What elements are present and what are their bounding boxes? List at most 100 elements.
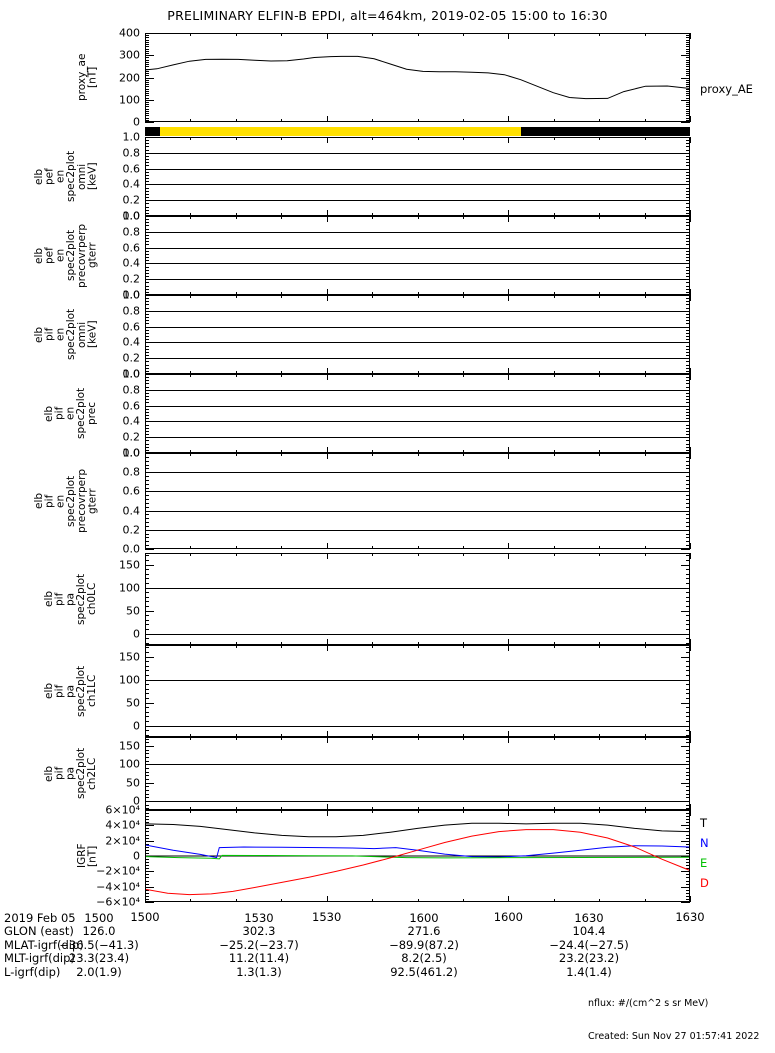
y-minor-tick [686,610,690,612]
x-major-tick [508,295,510,301]
x-major-tick [326,295,328,301]
series-T [146,822,689,838]
y-minor-tick [145,79,149,81]
y-minor-tick [145,786,149,788]
ephemeris-value: 1.4(1.4) [566,964,612,979]
y-minor-tick [686,734,690,736]
y-minor-tick [145,852,149,854]
x-minor-tick [599,295,601,298]
y-minor-tick [145,518,149,520]
y-minor-tick [686,716,690,718]
y-tick-label: 1.0 [122,130,141,144]
coverage-segment [521,127,690,136]
x-minor-tick [235,450,237,453]
y-minor-tick [686,697,690,699]
y-major-tick [681,746,690,748]
y-minor-tick [145,53,149,55]
x-tick-label: 1500 [130,910,160,924]
x-minor-tick [417,807,419,810]
y-minor-tick [686,816,690,818]
y-minor-tick [686,206,690,208]
y-minor-tick [686,871,690,873]
x-minor-tick [281,453,283,456]
y-minor-tick [145,348,149,350]
y-minor-tick [686,97,690,99]
panel-gridline [145,472,690,474]
y-minor-tick [145,804,149,806]
x-major-tick [690,810,691,816]
y-minor-tick [686,269,690,271]
x-minor-tick [644,213,646,216]
ephemeris-row-label: GLON (east) [4,924,74,939]
y-minor-tick [686,782,690,784]
y-minor-tick [686,35,690,37]
x-major-tick [690,804,691,810]
y-major-tick [145,122,154,123]
x-minor-tick [644,737,646,740]
y-minor-tick [145,241,149,243]
y-minor-tick [145,257,149,259]
y-minor-tick [145,582,149,584]
x-major-tick [145,216,146,222]
chart-igrf [146,822,689,896]
x-major-tick [326,553,328,559]
y-major-tick [145,453,154,454]
x-major-tick [326,116,328,122]
y-minor-tick [686,84,690,86]
y-minor-tick [145,837,149,839]
x-minor-tick [417,453,419,456]
y-minor-tick [145,418,149,420]
y-minor-tick [686,601,690,603]
y-minor-tick [145,75,149,77]
y-minor-tick [686,499,690,501]
y-minor-tick [686,880,690,882]
y-minor-tick [686,351,690,353]
panel-pef-en-omni [145,137,690,216]
y-minor-tick [686,39,690,41]
x-minor-tick [599,374,601,377]
x-minor-tick [553,553,555,556]
y-minor-tick [145,514,149,516]
y-minor-tick [145,37,149,39]
y-minor-tick [686,418,690,420]
x-minor-tick [281,292,283,295]
x-major-tick [508,737,510,743]
y-major-tick [145,871,154,873]
y-minor-tick [145,64,149,66]
x-major-tick [145,289,146,295]
y-minor-tick [145,889,149,891]
y-minor-tick [686,415,690,417]
x-minor-tick [553,734,555,737]
x-minor-tick [190,807,192,810]
y-minor-tick [145,427,149,429]
x-minor-tick [281,216,283,219]
y-tick-label: −2×10⁴ [96,864,140,878]
y-minor-tick [145,95,149,97]
y-minor-tick [686,746,690,748]
y-minor-tick [145,605,149,607]
x-minor-tick [190,899,192,902]
y-minor-tick [145,446,149,448]
y-minor-tick [686,298,690,300]
x-minor-tick [644,899,646,902]
y-minor-tick [686,323,690,325]
y-minor-tick [145,48,149,50]
x-minor-tick [372,374,374,377]
y-minor-tick [145,61,149,63]
y-minor-tick [686,260,690,262]
y-minor-tick [686,688,690,690]
y-minor-tick [145,816,149,818]
y-minor-tick [145,162,149,164]
y-minor-tick [686,892,690,894]
y-minor-tick [686,348,690,350]
y-minor-tick [686,88,690,90]
y-minor-tick [145,778,149,780]
x-major-tick [690,896,691,902]
y-minor-tick [145,843,149,845]
y-minor-tick [686,106,690,108]
y-minor-tick [686,317,690,319]
y-minor-tick [686,86,690,88]
x-major-tick [145,374,146,380]
x-minor-tick [372,213,374,216]
x-minor-tick [235,810,237,813]
